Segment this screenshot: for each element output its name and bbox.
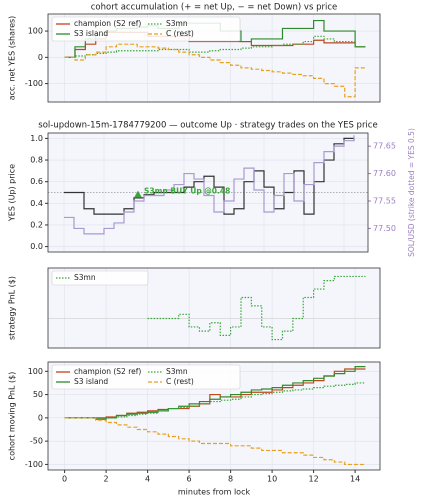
legend-box bbox=[51, 270, 149, 286]
y-axis-label: acc. net YES (shares) bbox=[8, 16, 17, 101]
x-tick-label: 14 bbox=[350, 475, 360, 484]
y-tick-label: 0.0 bbox=[30, 242, 43, 251]
legend-label: S3mn bbox=[74, 273, 96, 282]
x-tick-label: 2 bbox=[104, 475, 109, 484]
series-line bbox=[64, 417, 366, 466]
y2-tick-label: 77.60 bbox=[373, 169, 396, 178]
y-axis-label: strategy PnL ($) bbox=[8, 276, 17, 340]
series-line bbox=[64, 135, 355, 235]
y-tick-label: -100 bbox=[25, 460, 43, 469]
y-tick-label: 0 bbox=[38, 53, 43, 62]
legend-label: S3mn bbox=[166, 19, 188, 28]
series-line bbox=[64, 43, 366, 98]
y2-axis-label: SOL/USD (strike dotted = YES 0.5) bbox=[407, 128, 416, 257]
y2-tick-label: 77.55 bbox=[373, 197, 396, 206]
x-tick-label: 8 bbox=[228, 475, 233, 484]
series-line bbox=[64, 35, 366, 58]
legend-label: S3 island bbox=[74, 377, 108, 386]
plot-frame bbox=[47, 267, 381, 349]
y-tick-label: 0.6 bbox=[30, 177, 43, 186]
x-tick-label: 12 bbox=[309, 475, 319, 484]
legend-label: champion (S2 ref) bbox=[74, 367, 141, 376]
x-tick-label: 4 bbox=[145, 475, 150, 484]
plot-frame bbox=[47, 132, 369, 253]
y-tick-label: 0.4 bbox=[30, 199, 43, 208]
annotation-marker bbox=[134, 190, 142, 198]
y-tick-label: 0.2 bbox=[30, 220, 43, 229]
x-tick-label: 6 bbox=[187, 475, 192, 484]
y-tick-label: 1.0 bbox=[30, 134, 43, 143]
y-tick-label: -100 bbox=[25, 79, 43, 88]
panel-title: cohort accumulation (+ = net Up, − = net… bbox=[91, 3, 338, 13]
legend-box bbox=[51, 364, 241, 390]
y-tick-label: 100 bbox=[28, 367, 43, 376]
y-tick-label: -50 bbox=[30, 437, 43, 446]
series-line bbox=[64, 382, 366, 419]
y-axis-label: cohort moving PnL ($) bbox=[8, 372, 17, 461]
legend-label: champion (S2 ref) bbox=[74, 19, 141, 28]
series-line bbox=[64, 366, 366, 420]
x-axis-label: minutes from lock bbox=[178, 488, 251, 497]
plot-frame bbox=[47, 13, 381, 103]
panel-title: sol-updown-15m-1784779200 — outcome Up ·… bbox=[38, 121, 377, 131]
y-tick-label: 50 bbox=[33, 390, 43, 399]
x-tick-label: 0 bbox=[62, 475, 67, 484]
legend-label: S3mn bbox=[166, 367, 188, 376]
x-tick-label: 10 bbox=[267, 475, 277, 484]
legend-label: S3 island bbox=[74, 29, 108, 38]
plot-frame bbox=[47, 361, 381, 471]
annotation-text: S3mn BUY Up @0.48 bbox=[144, 187, 230, 196]
y-tick-label: 0 bbox=[38, 413, 43, 422]
legend-box bbox=[51, 16, 241, 42]
legend-label: C (rest) bbox=[166, 29, 194, 38]
legend-label: C (rest) bbox=[166, 377, 194, 386]
series-line bbox=[147, 275, 366, 341]
y-axis-label: YES (Up) price bbox=[8, 164, 17, 222]
y2-tick-label: 77.65 bbox=[373, 142, 396, 151]
y2-tick-label: 77.50 bbox=[373, 224, 396, 233]
y-tick-label: 100 bbox=[28, 27, 43, 36]
y-tick-label: 0.8 bbox=[30, 156, 43, 165]
